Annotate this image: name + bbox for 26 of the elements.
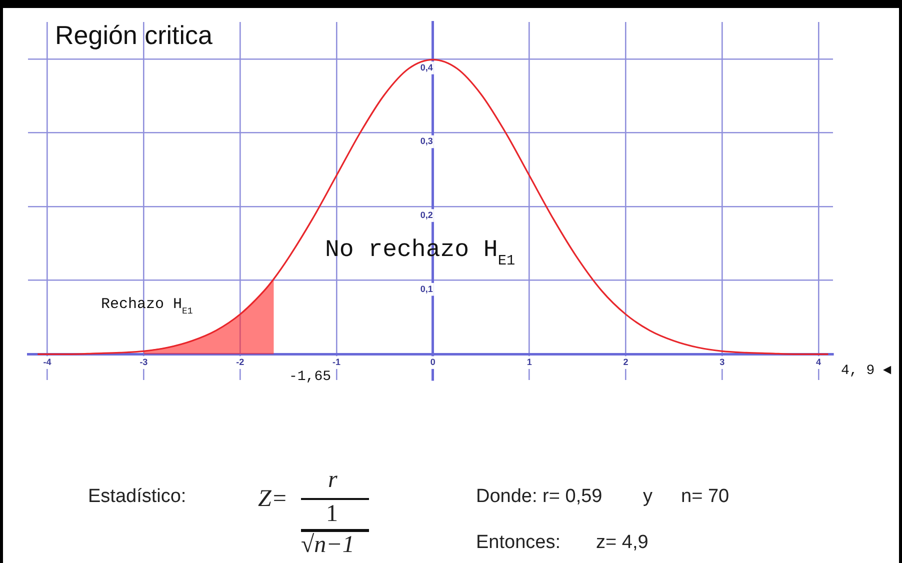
text: n= 70 — [681, 486, 730, 508]
text: Estadístico: — [88, 486, 186, 508]
text: z= 4,9 — [596, 532, 648, 554]
annotation: -1,65 — [289, 369, 332, 385]
text: 1 — [326, 501, 338, 528]
text: 4, 9 ◄ — [841, 363, 892, 379]
y-tick-label: 0,3 — [420, 136, 433, 146]
text: Z= — [258, 486, 288, 513]
x-tick-label: 2 — [623, 357, 628, 368]
x-tick-label: 1 — [526, 357, 532, 368]
x-tick-label: -3 — [140, 357, 148, 368]
y-tick-label: 0,1 — [420, 284, 433, 294]
chart-title: Región critica — [55, 20, 213, 51]
text: r — [328, 467, 338, 494]
x-tick-label: -4 — [43, 357, 52, 368]
x-tick-label: -1 — [332, 357, 341, 368]
x-tick-label: -2 — [236, 357, 244, 368]
x-tick-label: 0 — [430, 357, 436, 368]
y-tick-label: 0,2 — [420, 210, 433, 220]
x-tick-label: 4 — [816, 357, 822, 368]
x-tick-label: 3 — [720, 357, 725, 368]
text: Entonces: — [476, 532, 560, 554]
text: y — [643, 486, 652, 508]
text: Donde: r= 0,59 — [476, 486, 602, 508]
y-tick-label: 0,4 — [420, 62, 433, 72]
text: √n−1 — [301, 532, 354, 559]
